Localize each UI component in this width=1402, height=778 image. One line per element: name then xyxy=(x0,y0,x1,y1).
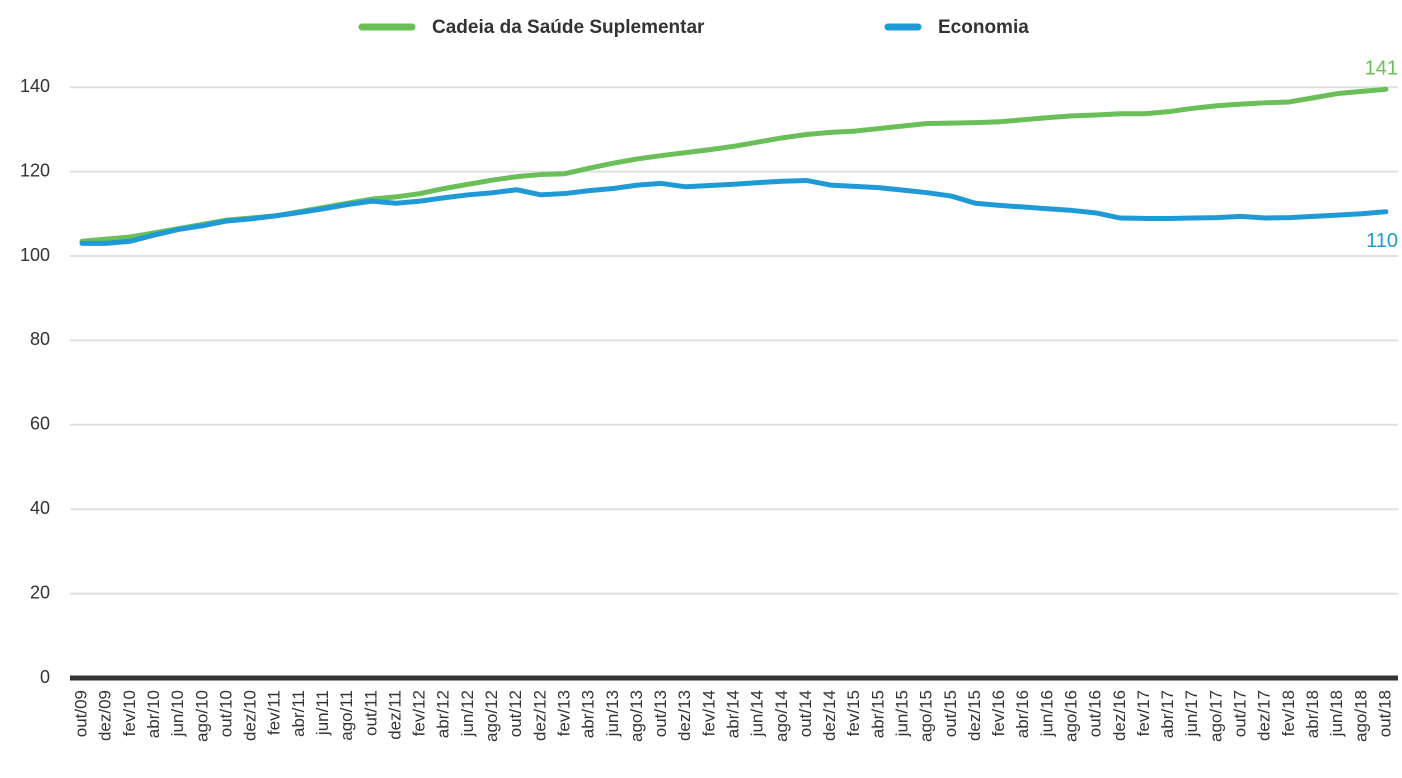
x-tick-label: out/17 xyxy=(1231,690,1250,737)
y-tick-label: 20 xyxy=(30,582,50,602)
x-tick-label: dez/12 xyxy=(530,690,549,741)
x-tick-label: abr/10 xyxy=(144,690,163,738)
x-tick-label: jun/14 xyxy=(748,690,767,737)
x-tick-label: dez/17 xyxy=(1255,690,1274,741)
x-tick-label: out/18 xyxy=(1375,690,1394,737)
x-tick-label: jun/16 xyxy=(1037,690,1056,737)
x-tick-label: abr/14 xyxy=(723,690,742,738)
x-tick-label: ago/11 xyxy=(337,690,356,741)
y-tick-label: 80 xyxy=(30,329,50,349)
x-tick-label: fev/16 xyxy=(989,690,1008,736)
x-tick-label: ago/13 xyxy=(627,690,646,742)
x-tick-label: fev/17 xyxy=(1134,690,1153,736)
x-tick-label: dez/13 xyxy=(675,690,694,741)
x-tick-label: dez/15 xyxy=(965,690,984,741)
x-tick-label: jun/10 xyxy=(168,690,187,737)
x-tick-label: abr/17 xyxy=(1158,690,1177,738)
x-tick-label: ago/12 xyxy=(482,690,501,742)
x-tick-label: fev/10 xyxy=(120,690,139,736)
x-tick-label: fev/15 xyxy=(844,690,863,736)
x-tick-label: dez/09 xyxy=(96,690,115,741)
x-tick-label: ago/10 xyxy=(192,690,211,742)
x-tick-label: dez/11 xyxy=(385,690,404,740)
x-tick-label: ago/16 xyxy=(1062,690,1081,742)
y-tick-label: 0 xyxy=(40,667,50,687)
x-tick-label: jun/11 xyxy=(313,690,332,736)
x-tick-label: jun/15 xyxy=(893,690,912,737)
x-tick-label: ago/15 xyxy=(917,690,936,742)
legend-label: Economia xyxy=(938,17,1029,38)
x-tick-label: fev/12 xyxy=(410,690,429,736)
x-tick-label: ago/17 xyxy=(1206,690,1225,742)
x-tick-label: out/16 xyxy=(1086,690,1105,737)
y-tick-label: 100 xyxy=(20,245,50,265)
end-label: 141 xyxy=(1365,58,1398,80)
x-tick-label: abr/12 xyxy=(434,690,453,738)
x-tick-label: abr/11 xyxy=(289,690,308,737)
series-line xyxy=(79,177,1389,246)
x-tick-label: ago/14 xyxy=(772,690,791,742)
end-label: 110 xyxy=(1366,230,1398,252)
x-tick-label: out/15 xyxy=(941,690,960,737)
x-tick-label: dez/16 xyxy=(1110,690,1129,741)
legend-label: Cadeia da Saúde Suplementar xyxy=(432,17,705,38)
x-tick-label: abr/13 xyxy=(579,690,598,738)
y-tick-label: 40 xyxy=(30,498,50,518)
y-tick-label: 140 xyxy=(20,76,50,96)
x-tick-label: fev/13 xyxy=(554,690,573,736)
x-tick-label: out/12 xyxy=(506,690,525,737)
x-tick-label: jun/17 xyxy=(1182,690,1201,737)
x-tick-label: jun/18 xyxy=(1327,690,1346,737)
x-tick-label: abr/15 xyxy=(868,690,887,738)
x-tick-label: fev/14 xyxy=(699,690,718,736)
x-tick-label: ago/18 xyxy=(1351,690,1370,742)
x-tick-label: out/11 xyxy=(361,690,380,736)
x-tick-label: fev/11 xyxy=(265,690,284,735)
y-tick-label: 120 xyxy=(20,160,50,180)
x-tick-label: out/10 xyxy=(216,690,235,737)
x-tick-label: abr/16 xyxy=(1013,690,1032,738)
x-tick-label: dez/10 xyxy=(241,690,260,741)
x-tick-label: out/13 xyxy=(651,690,670,737)
x-tick-label: fev/18 xyxy=(1279,690,1298,736)
x-tick-label: out/14 xyxy=(796,690,815,737)
x-tick-label: abr/18 xyxy=(1303,690,1322,738)
x-tick-label: jun/13 xyxy=(603,690,622,737)
y-tick-label: 60 xyxy=(30,414,50,434)
x-tick-label: dez/14 xyxy=(820,690,839,741)
x-tick-label: out/09 xyxy=(72,690,91,737)
x-tick-label: jun/12 xyxy=(458,690,477,737)
